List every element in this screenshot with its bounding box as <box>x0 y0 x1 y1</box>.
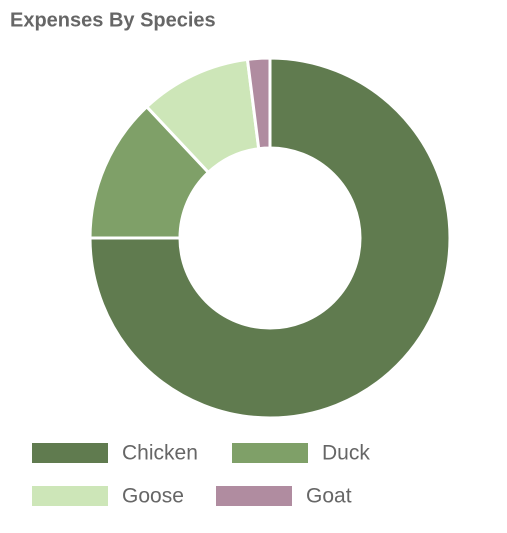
legend-swatch <box>216 486 292 506</box>
legend-swatch <box>32 486 108 506</box>
donut-slice <box>245 56 272 151</box>
donut-slice <box>88 56 452 420</box>
legend-label: Goat <box>306 485 352 508</box>
legend-swatch <box>232 443 308 463</box>
chart-title: Expenses By Species <box>10 9 216 31</box>
legend-label: Chicken <box>122 442 198 465</box>
legend-label: Goose <box>122 485 184 508</box>
legend-label: Duck <box>322 442 370 465</box>
legend-swatch <box>32 443 108 463</box>
